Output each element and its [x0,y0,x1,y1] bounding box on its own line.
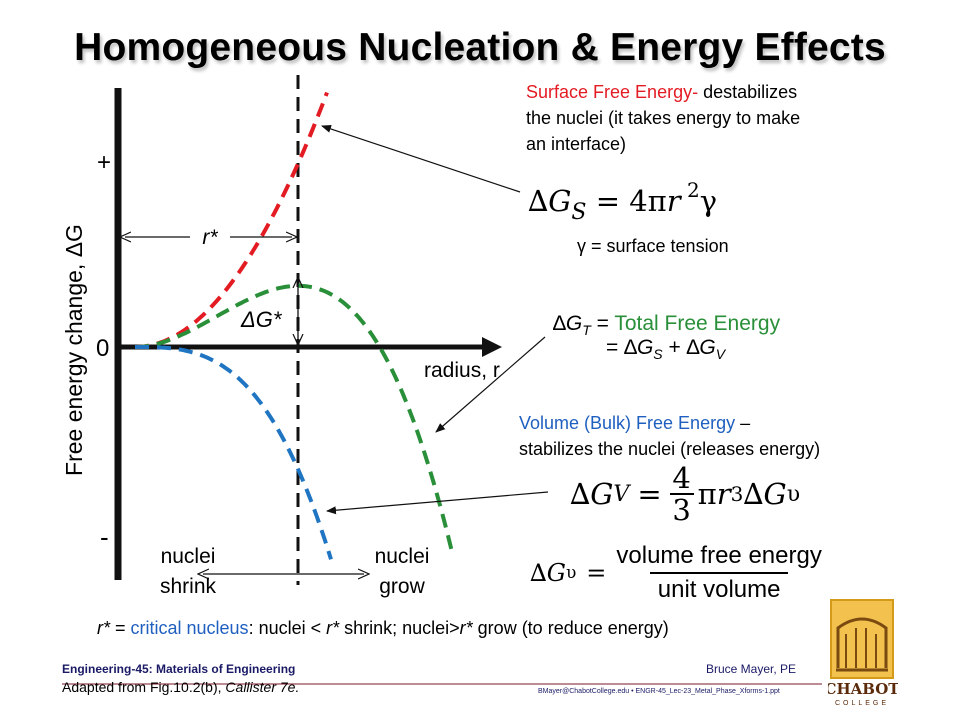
surface-annotation: Surface Free Energy- destabilizes the nu… [526,79,906,157]
volume-desc: stabilizes the nuclei (releases energy) [519,439,821,459]
critical-nucleus-statement: r* = critical nucleus: nuclei < r* shrin… [97,618,669,638]
surface-title: Surface Free Energy- [526,82,699,102]
total-title: Total Free Energy [614,312,781,335]
minus-label: - [100,522,109,552]
surface-pointer [321,125,521,193]
volume-title: Volume (Bulk) Free Energy [519,413,736,433]
nuclei-shrink-label-2: shrink [160,575,217,598]
volume-annotation: Volume (Bulk) Free Energy – stabilizes t… [519,410,939,462]
surface-equation: ∆GS = 4πr 2γ [528,178,718,225]
volume-energy-curve [135,345,333,560]
chabot-logo-icon: CHABOT COLLEGE [825,599,900,707]
delta-g-star-label: ΔG* [240,307,283,332]
surface-desc-3: an interface) [526,134,627,154]
svg-text:CHABOT: CHABOT [828,680,898,698]
fraction-numerator: volume free energy [616,542,822,569]
zero-label: 0 [96,335,109,362]
volume-pointer [326,491,549,515]
footer-file-info: BMayer@ChabotCollege.edu • ENGR-45_Lec-2… [538,688,780,695]
page-title: Homogeneous Nucleation & Energy Effects [74,26,886,69]
x-axis-label: radius, r [424,359,500,382]
r-star-label: r* [202,226,218,249]
total-annotation: ∆GT = Total Free Energy = ∆GS + ∆GV [553,312,781,363]
surface-desc-2: the nuclei (it takes energy to make [526,108,801,128]
nuclei-grow-label-2: grow [379,575,425,598]
nuclei-shrink-label-1: nuclei [161,545,216,568]
surface-desc-1: destabilizes [698,82,798,102]
y-axis-label: Free energy change, ΔG [61,224,87,476]
chabot-logo: CHABOT COLLEGE [825,598,900,708]
footer-adapted: Adapted from Fig.10.2(b), Callister 7e. [62,679,300,695]
footer-email: BMayer@ChabotCollege.edu [538,688,630,695]
total-pointer [435,336,546,433]
svg-text:COLLEGE: COLLEGE [835,700,889,707]
fraction-denominator: unit volume [649,572,789,606]
nuclei-grow-label-1: nuclei [375,545,430,568]
footer-course: Engineering-45: Materials of Engineering [62,662,296,676]
critical-nucleus-term: critical nucleus [130,618,249,638]
x-axis-arrowhead [482,337,502,357]
footer-file: • ENGR-45_Lec-23_Metal_Phase_Xforms-1.pp… [629,688,780,695]
footer-author: Bruce Mayer, PE [706,662,797,676]
gamma-note: γ = surface tension [577,236,729,256]
total-energy-curve [135,283,455,557]
plus-label: + [97,149,111,176]
